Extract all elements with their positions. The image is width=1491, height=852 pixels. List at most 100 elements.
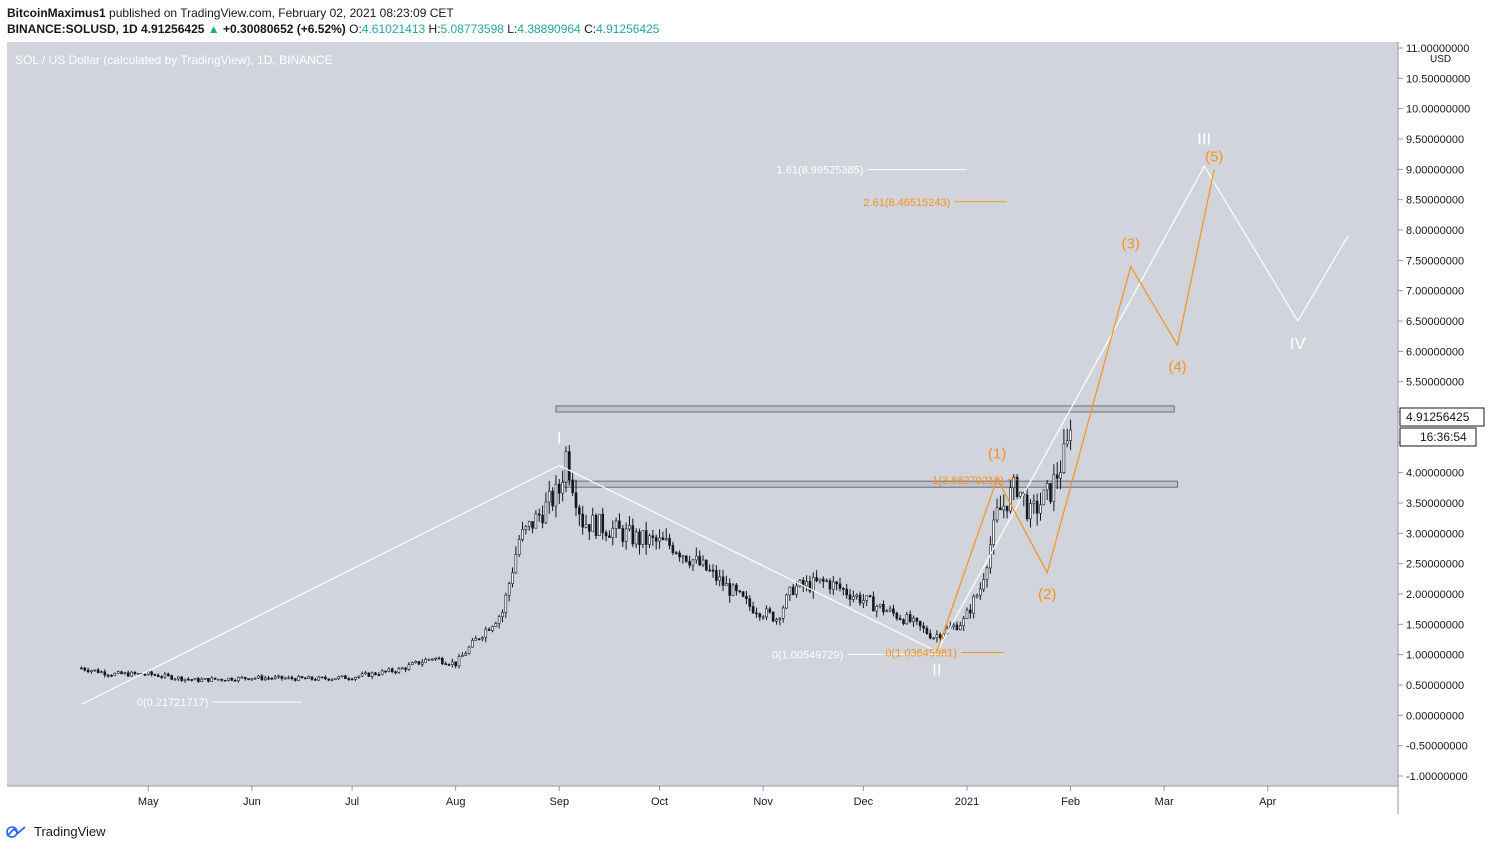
symbol-label: BINANCE:SOLUSD, 1D: [7, 22, 138, 36]
candle-body: [410, 662, 414, 665]
candle-body: [290, 677, 294, 680]
candle-body: [277, 675, 280, 678]
candle-body: [865, 595, 869, 601]
last-price: 4.91256425: [141, 22, 205, 36]
candle-body: [604, 532, 608, 537]
candle-body: [1032, 500, 1036, 504]
candle-body: [765, 608, 768, 618]
candle-body: [698, 555, 701, 566]
y-tick-label: 8.50000000: [1406, 195, 1464, 207]
candle-body: [728, 583, 732, 596]
fib-level-label: 2.61(8.46515243): [863, 197, 950, 209]
up-arrow-icon: ▲: [207, 22, 220, 36]
high-value: 5.08773598: [440, 22, 504, 36]
candle-body: [364, 672, 367, 675]
candle-body: [1002, 505, 1006, 511]
open-value: 4.61021413: [361, 22, 426, 36]
candle-body: [818, 578, 822, 582]
candle-body: [377, 674, 381, 676]
candle-body: [925, 627, 929, 634]
last-price-tag-text: 4.91256425: [1406, 410, 1470, 424]
candle-body: [330, 678, 334, 681]
candle-body: [126, 672, 130, 677]
candle-body: [701, 559, 705, 566]
candle-body: [554, 483, 558, 507]
candle-body: [487, 628, 491, 631]
candle-body: [982, 579, 985, 590]
candle-body: [541, 514, 544, 524]
candle-body: [397, 668, 401, 673]
candle-body: [521, 529, 524, 540]
wave-label: IV: [1290, 334, 1307, 353]
candle-body: [705, 559, 708, 571]
candle-body: [648, 535, 651, 545]
y-tick-label: 6.00000000: [1406, 346, 1464, 358]
candle-body: [842, 588, 845, 590]
y-tick-label: 3.50000000: [1406, 498, 1464, 510]
candle-body: [347, 678, 351, 681]
candle-body: [888, 608, 892, 612]
price-change: +0.30080652 (+6.52%): [223, 22, 346, 36]
x-tick-label: Nov: [753, 796, 773, 808]
candle-body: [437, 657, 441, 660]
ohlc-line: BINANCE:SOLUSD, 1D 4.91256425 ▲ +0.30080…: [7, 22, 659, 37]
white-wave-path: [81, 165, 1349, 705]
y-tick-label: -0.50000000: [1406, 741, 1468, 753]
time-axis[interactable]: [7, 786, 1398, 814]
candle-body: [1025, 494, 1029, 520]
candle-body: [768, 608, 772, 613]
candle-body: [815, 577, 818, 582]
x-tick-label: Dec: [854, 796, 874, 808]
candle-body: [614, 520, 618, 529]
fib-level-label: 1.61(8.99525385): [777, 165, 864, 177]
author-name[interactable]: BitcoinMaximus1: [7, 6, 106, 20]
candle-body: [969, 609, 972, 614]
wave-label: (3): [1122, 235, 1140, 252]
candle-body: [1069, 429, 1072, 441]
y-tick-label: 10.00000000: [1406, 104, 1470, 116]
candle-body: [310, 676, 314, 680]
candle-body: [862, 600, 865, 604]
candle-body: [431, 658, 434, 661]
candle-body: [718, 576, 721, 581]
candle-body: [571, 479, 574, 493]
candle-body: [337, 676, 341, 680]
candle-body: [664, 538, 668, 541]
candle-body: [133, 671, 137, 674]
candle-body: [788, 586, 792, 596]
candle-body: [367, 672, 371, 677]
candle-body: [481, 637, 484, 640]
candle-body: [441, 658, 444, 664]
candle-body: [357, 675, 361, 678]
candle-body: [1009, 487, 1012, 512]
candle-body: [167, 673, 170, 676]
y-tick-label: 9.00000000: [1406, 164, 1464, 176]
candle-body: [394, 671, 397, 674]
candle-body: [501, 612, 504, 618]
x-tick-label: May: [138, 796, 159, 808]
candle-body: [591, 515, 595, 532]
candle-body: [96, 669, 100, 674]
candle-body: [995, 507, 999, 521]
candle-body: [527, 521, 531, 527]
candle-body: [517, 539, 521, 556]
candle-body: [1019, 491, 1022, 497]
candle-body: [922, 625, 925, 629]
x-tick-label: Sep: [550, 796, 570, 808]
candle-body: [400, 667, 404, 670]
candle-body: [1039, 504, 1042, 514]
publish-line: BitcoinMaximus1 published on TradingView…: [7, 6, 454, 21]
fib-level-label: 0(1.00549729): [772, 649, 844, 661]
candle-body: [477, 638, 481, 641]
candle-body: [217, 678, 220, 681]
candle-body: [210, 677, 214, 682]
candle-body: [451, 661, 454, 665]
candle-body: [314, 679, 317, 681]
candle-body: [898, 618, 902, 620]
candle-body: [725, 583, 728, 586]
candle-body: [197, 678, 200, 682]
candle-body: [110, 675, 113, 677]
candle-body: [748, 598, 752, 607]
tradingview-footer[interactable]: TradingView: [6, 824, 106, 839]
